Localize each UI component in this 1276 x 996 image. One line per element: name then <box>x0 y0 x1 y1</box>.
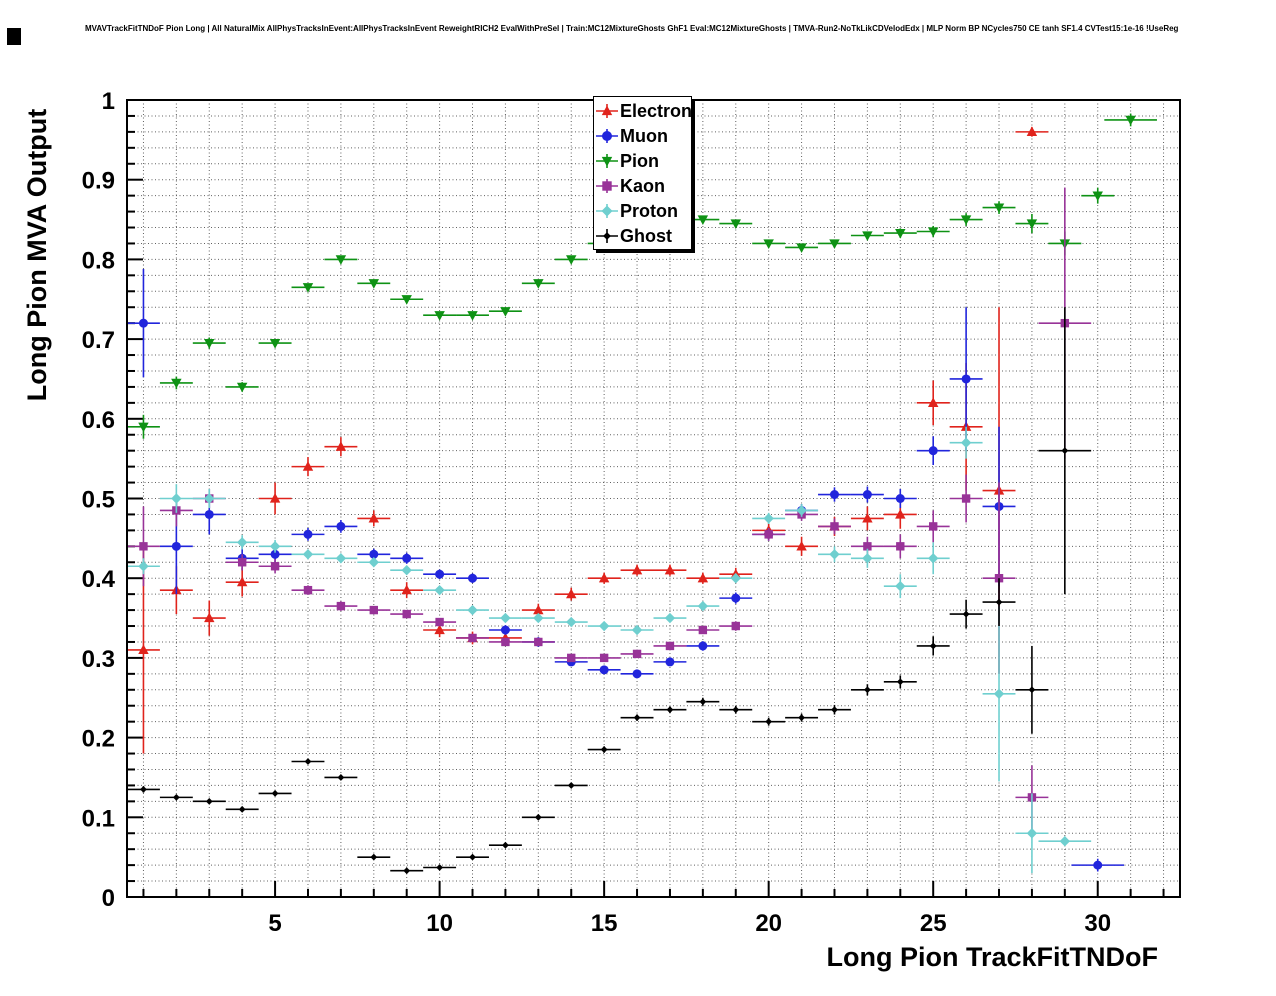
legend-entry-electron: Electron <box>594 98 693 123</box>
svg-text:0.2: 0.2 <box>82 726 115 753</box>
ghost-marker-icon <box>594 227 620 245</box>
svg-text:10: 10 <box>426 910 453 937</box>
legend-entry-pion: Pion <box>594 148 691 173</box>
legend: Electron Muon Pion Kaon Proton Ghost <box>593 96 692 250</box>
legend-label-pion: Pion <box>620 150 659 171</box>
svg-text:0.9: 0.9 <box>82 168 115 195</box>
x-axis-title: Long Pion TrackFitTNDoF <box>827 942 1159 972</box>
kaon-marker-icon <box>594 177 620 195</box>
svg-text:0.7: 0.7 <box>82 327 115 354</box>
legend-label-muon: Muon <box>620 125 668 146</box>
legend-entry-kaon: Kaon <box>594 173 691 198</box>
svg-text:0.8: 0.8 <box>82 247 115 274</box>
svg-text:30: 30 <box>1084 910 1111 937</box>
legend-entry-proton: Proton <box>594 198 691 223</box>
svg-text:0.5: 0.5 <box>82 487 115 514</box>
pion-marker-icon <box>594 152 620 170</box>
legend-label-kaon: Kaon <box>620 175 665 196</box>
legend-label-proton: Proton <box>620 200 678 221</box>
legend-entry-muon: Muon <box>594 123 691 148</box>
svg-text:1: 1 <box>102 88 115 115</box>
svg-text:0.4: 0.4 <box>82 566 116 593</box>
corner-mark <box>7 28 21 45</box>
svg-text:15: 15 <box>591 910 618 937</box>
legend-entry-ghost: Ghost <box>594 223 691 248</box>
electron-marker-icon <box>594 102 620 120</box>
muon-marker-icon <box>594 127 620 145</box>
svg-text:20: 20 <box>755 910 782 937</box>
svg-text:0.1: 0.1 <box>82 805 115 832</box>
proton-marker-icon <box>594 202 620 220</box>
svg-text:5: 5 <box>268 910 281 937</box>
chart-title: MVAVTrackFitTNDoF Pion Long | All Natura… <box>85 24 1179 33</box>
legend-label-ghost: Ghost <box>620 225 672 246</box>
y-axis-title: Long Pion MVA Output <box>22 109 52 401</box>
svg-text:25: 25 <box>920 910 947 937</box>
plot-content: 5 10 15 20 25 30 0 0.1 0.2 0.3 0.4 0.5 0.6 0.7 0.8 0.9 1 <box>82 88 1181 937</box>
svg-text:0: 0 <box>102 885 115 912</box>
svg-text:0.6: 0.6 <box>82 407 115 434</box>
legend-label-electron: Electron <box>620 100 693 121</box>
svg-text:0.3: 0.3 <box>82 646 115 673</box>
